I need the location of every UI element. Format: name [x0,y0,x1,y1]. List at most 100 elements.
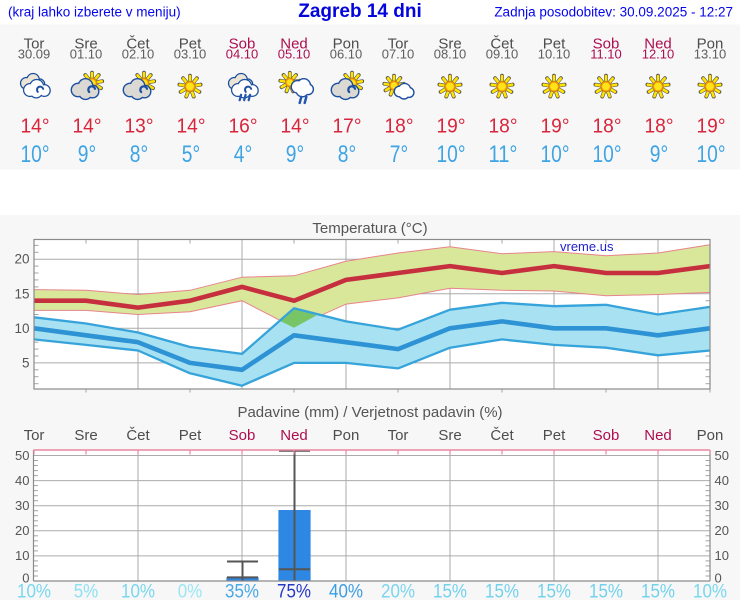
svg-text:18°: 18° [593,115,622,137]
svg-text:07.10: 07.10 [382,46,415,61]
svg-text:10°: 10° [21,141,50,168]
svg-text:75%: 75% [277,581,311,600]
svg-text:14°: 14° [177,115,206,137]
svg-text:5°: 5° [182,141,200,168]
svg-text:03.10: 03.10 [174,46,207,61]
svg-text:08.10: 08.10 [434,46,467,61]
svg-text:0: 0 [715,571,722,586]
svg-text:Tor: Tor [388,35,409,52]
svg-text:Pet: Pet [179,427,202,444]
svg-text:20%: 20% [381,581,415,600]
svg-text:Čet: Čet [490,35,514,52]
svg-text:Zadnja posodobitev: 30.09.2025: Zadnja posodobitev: 30.09.2025 - 12:27 [494,5,733,20]
svg-text:Pet: Pet [179,35,202,52]
svg-text:9°: 9° [650,141,668,168]
svg-text:30: 30 [715,498,729,513]
svg-text:18°: 18° [385,115,414,137]
svg-text:11°: 11° [489,141,518,168]
svg-text:15: 15 [14,286,29,301]
svg-text:Sob: Sob [593,427,620,444]
svg-text:50: 50 [715,448,729,463]
svg-text:10: 10 [15,548,29,563]
svg-text:Sob: Sob [229,427,256,444]
svg-text:05.10: 05.10 [278,46,311,61]
svg-text:12.10: 12.10 [642,46,675,61]
svg-text:14°: 14° [281,115,310,137]
svg-text:10°: 10° [593,141,622,168]
svg-text:0: 0 [22,571,29,586]
svg-text:10%: 10% [693,581,727,600]
svg-text:30.09: 30.09 [18,46,51,61]
svg-text:15%: 15% [589,581,623,600]
svg-text:Ned: Ned [644,35,672,52]
svg-text:11.10: 11.10 [590,46,622,61]
svg-text:15%: 15% [537,581,571,600]
svg-text:17°: 17° [333,115,362,137]
svg-text:09.10: 09.10 [486,46,519,61]
svg-text:Sob: Sob [593,35,620,52]
svg-text:40: 40 [715,473,729,488]
svg-text:Pon: Pon [333,35,360,52]
svg-text:(kraj lahko izberete v meniju): (kraj lahko izberete v meniju) [8,5,181,20]
svg-text:10: 10 [14,321,29,336]
svg-text:Tor: Tor [24,35,45,52]
svg-text:7°: 7° [390,141,408,168]
svg-text:18°: 18° [645,115,674,137]
svg-text:16°: 16° [229,115,258,137]
svg-text:10°: 10° [541,141,570,168]
svg-text:19°: 19° [697,115,726,137]
svg-text:Sre: Sre [438,427,461,444]
svg-text:vreme.us: vreme.us [560,239,614,254]
svg-text:Temperatura (°C): Temperatura (°C) [312,220,427,237]
svg-text:14°: 14° [21,115,50,137]
svg-text:10.10: 10.10 [538,46,571,61]
svg-text:9°: 9° [286,141,304,168]
svg-text:04.10: 04.10 [226,46,259,61]
svg-text:Ned: Ned [280,427,308,444]
svg-text:8°: 8° [130,141,148,168]
svg-text:10°: 10° [437,141,466,168]
svg-text:5: 5 [22,355,30,370]
svg-text:35%: 35% [225,581,259,600]
svg-text:20: 20 [14,252,29,267]
svg-text:10°: 10° [697,141,726,168]
svg-text:20: 20 [715,523,729,538]
svg-text:13°: 13° [125,115,154,137]
svg-text:4°: 4° [234,141,252,168]
svg-text:15%: 15% [485,581,519,600]
svg-text:Čet: Čet [126,427,150,444]
svg-text:10%: 10% [121,581,155,600]
svg-text:06.10: 06.10 [330,46,363,61]
svg-text:10: 10 [715,548,729,563]
svg-text:15%: 15% [641,581,675,600]
svg-text:Tor: Tor [388,427,409,444]
svg-text:8°: 8° [338,141,356,168]
svg-text:19°: 19° [541,115,570,137]
svg-text:Tor: Tor [24,427,45,444]
svg-text:40%: 40% [329,581,363,600]
svg-text:Pon: Pon [333,427,360,444]
svg-text:Pet: Pet [543,427,566,444]
svg-text:18°: 18° [489,115,518,137]
svg-text:Padavine (mm) / Verjetnost pad: Padavine (mm) / Verjetnost padavin (%) [237,404,502,421]
svg-text:Zagreb 14 dni: Zagreb 14 dni [298,1,422,22]
svg-text:Sre: Sre [74,35,97,52]
svg-text:14°: 14° [73,115,102,137]
svg-text:Čet: Čet [490,427,514,444]
svg-text:02.10: 02.10 [122,46,155,61]
svg-text:Pet: Pet [543,35,566,52]
svg-text:Čet: Čet [126,35,150,52]
svg-text:Ned: Ned [644,427,672,444]
svg-text:Sre: Sre [74,427,97,444]
svg-text:0%: 0% [178,581,203,600]
svg-text:Sre: Sre [438,35,461,52]
svg-text:50: 50 [15,448,29,463]
svg-text:Ned: Ned [280,35,308,52]
svg-text:Pon: Pon [697,427,724,444]
svg-text:40: 40 [15,473,29,488]
svg-text:9°: 9° [78,141,96,168]
svg-text:15%: 15% [433,581,467,600]
svg-text:Sob: Sob [229,35,256,52]
svg-text:19°: 19° [437,115,466,137]
svg-text:01.10: 01.10 [70,46,103,61]
